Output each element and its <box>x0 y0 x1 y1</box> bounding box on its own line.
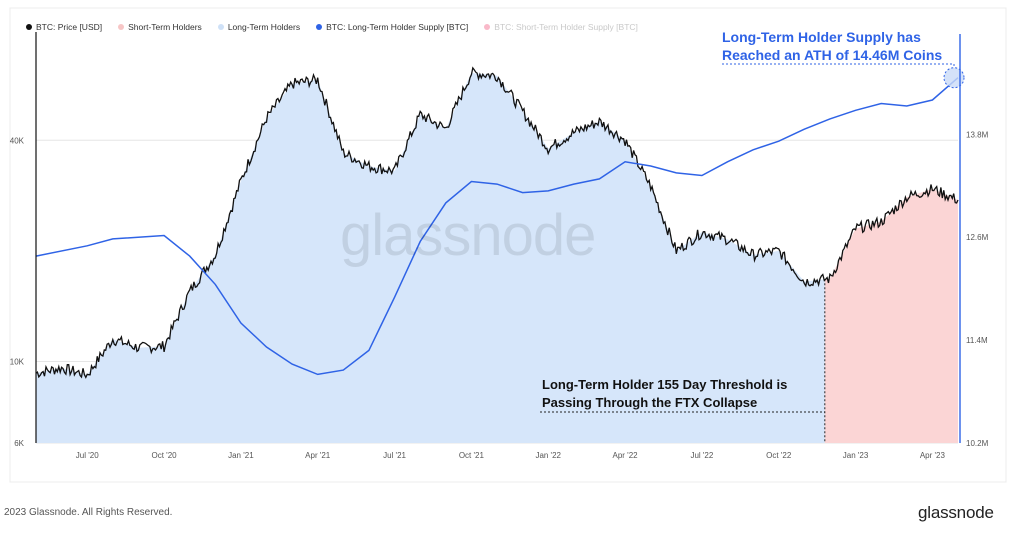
x-tick-label: Apr '22 <box>613 451 639 460</box>
legend-dot-lth <box>217 24 224 30</box>
y-right-tick-label: 10.2M <box>966 439 989 448</box>
ath-annotation: Long-Term Holder Supply has Reached an A… <box>722 28 942 64</box>
ftx-annotation: Long-Term Holder 155 Day Threshold is Pa… <box>542 376 787 412</box>
ath-marker <box>943 67 965 89</box>
ath-annotation-line1: Long-Term Holder Supply has <box>722 29 921 45</box>
sth-area <box>824 188 958 443</box>
legend-item-price[interactable]: BTC: Price [USD] <box>26 22 102 32</box>
lth-supply-line <box>35 77 959 376</box>
y-left-tick-label: 6K <box>14 439 24 448</box>
price-line <box>35 66 959 379</box>
x-tick-label: Jan '22 <box>535 451 561 460</box>
x-tick-label: Oct '20 <box>152 451 178 460</box>
legend-item-lth-supply[interactable]: BTC: Long-Term Holder Supply [BTC] <box>316 22 468 32</box>
legend-label: BTC: Long-Term Holder Supply [BTC] <box>326 22 469 32</box>
x-tick-label: Jul '22 <box>690 451 713 460</box>
x-tick-label: Jan '21 <box>228 451 254 460</box>
ftx-annotation-line2: Passing Through the FTX Collapse <box>542 395 758 410</box>
watermark: glassnode <box>340 203 596 268</box>
y-right-tick-label: 11.4M <box>966 336 988 345</box>
x-tick-label: Oct '22 <box>766 451 792 460</box>
y-left-tick-label: 40K <box>10 136 25 145</box>
copyright: 2023 Glassnode. All Rights Reserved. <box>4 507 173 518</box>
legend-dot-price <box>26 24 32 30</box>
legend-label: BTC: Price [USD] <box>36 22 103 32</box>
x-tick-label: Oct '21 <box>459 451 485 460</box>
x-tick-label: Jan '23 <box>843 451 869 460</box>
legend-label: Short-Term Holders <box>128 22 202 32</box>
x-tick-label: Jul '20 <box>76 451 99 460</box>
y-left-tick-label: 10K <box>10 357 25 366</box>
y-right-tick-label: 13.8M <box>966 130 989 139</box>
ftx-annotation-line1: Long-Term Holder 155 Day Threshold is <box>542 377 788 392</box>
x-tick-label: Apr '21 <box>305 451 331 460</box>
legend-dot-sth-supply <box>484 24 491 30</box>
chart-outer-border <box>9 7 1007 483</box>
legend-dot-lth-supply <box>316 24 323 30</box>
legend-label: BTC: Short-Term Holder Supply [BTC] <box>494 22 638 32</box>
legend: BTC: Price [USD] Short-Term Holders Long… <box>26 22 638 32</box>
x-tick-label: Apr '23 <box>920 451 946 460</box>
glassnode-logo: glassnode <box>918 503 994 522</box>
lth-area <box>36 73 825 443</box>
legend-dot-sth <box>118 24 125 30</box>
legend-label: Long-Term Holders <box>227 22 301 32</box>
legend-item-sth-supply[interactable]: BTC: Short-Term Holder Supply [BTC] <box>484 22 638 32</box>
y-right-tick-label: 12.6M <box>966 233 989 242</box>
legend-item-sth[interactable]: Short-Term Holders <box>118 22 202 32</box>
legend-item-lth[interactable]: Long-Term Holders <box>217 22 301 32</box>
ath-annotation-line2: Reached an ATH of 14.46M Coins <box>722 47 943 63</box>
x-tick-label: Jul '21 <box>383 451 406 460</box>
